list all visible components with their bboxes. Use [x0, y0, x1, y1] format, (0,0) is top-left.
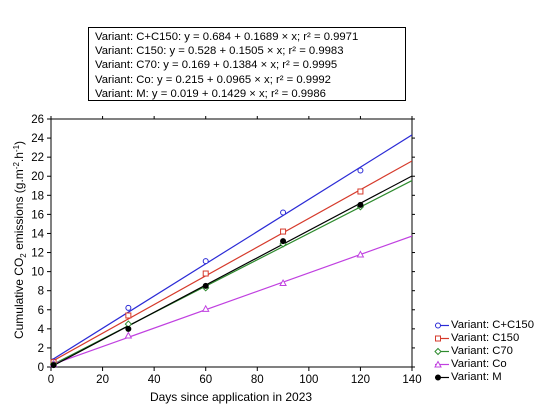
data-point	[357, 167, 364, 174]
data-point	[202, 282, 209, 289]
axes: 0 20 40 60 80 100 120 1400246810121416182022242…	[31, 114, 421, 386]
y-axis-label: Cumulative CO2 emissions (g.m-2.h-1)	[12, 141, 28, 339]
legend-label: Variant: M	[451, 371, 502, 383]
regression-line	[51, 235, 412, 366]
x-tick-label: 140	[402, 374, 421, 386]
y-tick-label: 2	[38, 343, 44, 355]
legend-marker	[435, 335, 441, 342]
legend-marker	[435, 374, 441, 381]
x-tick-label: 100	[299, 374, 318, 386]
y-tick-label: 6	[38, 305, 44, 317]
data-point	[124, 331, 133, 339]
equation-line: Variant: C+C150: y = 0.684 + 0.1689 × x;…	[95, 31, 359, 43]
data-point	[280, 228, 287, 235]
legend-label: Variant: C70	[451, 345, 513, 357]
y-tick-label: 8	[38, 286, 44, 298]
y-tick-label: 20	[31, 171, 44, 183]
x-tick-label: 60	[199, 374, 212, 386]
legend-marker	[434, 347, 442, 356]
data-point	[125, 304, 132, 311]
equation-line: Variant: M: y = 0.019 + 0.1429 × x; r² =…	[95, 87, 326, 100]
data-point	[357, 201, 364, 208]
y-axis-label-end: )	[12, 141, 26, 145]
y-tick-label: 12	[31, 248, 44, 260]
equation-box: Variant: C+C150: y = 0.684 + 0.1689 × x;…	[88, 27, 406, 101]
data-point	[279, 279, 287, 287]
y-axis-label-sub: 2	[19, 253, 28, 258]
y-tick-label: 26	[31, 114, 44, 126]
data-point	[125, 325, 132, 332]
data-point	[202, 270, 209, 277]
legend-label: Variant: Co	[451, 358, 507, 370]
legend-swatch	[435, 374, 449, 381]
y-tick-label: 0	[38, 362, 44, 374]
y-axis-label-main: Cumulative CO	[12, 258, 26, 339]
data-point	[357, 188, 364, 195]
data-point	[125, 312, 132, 319]
equation-line: Variant: C150: y = 0.528 + 0.1505 × x; r…	[95, 45, 344, 58]
legend-swatch	[434, 347, 449, 356]
regression-line	[51, 175, 412, 367]
regression-lines	[51, 134, 412, 367]
data-point	[280, 209, 287, 216]
y-tick-label: 10	[31, 267, 44, 279]
data-point	[202, 258, 209, 265]
y-tick-label: 18	[31, 190, 44, 202]
legend-swatch	[435, 322, 449, 329]
plot-frame	[50, 118, 413, 368]
y-tick-label: 22	[31, 152, 44, 164]
y-tick-label: 24	[31, 133, 44, 145]
x-tick-label: 120	[351, 374, 370, 386]
equation-line: Variant: C70: y = 0.169 + 0.1384 × x; r²…	[95, 59, 338, 72]
data-point	[201, 304, 210, 312]
x-tick-label: 40	[148, 374, 161, 386]
equation-line: Variant: Co: y = 0.215 + 0.0965 × x; r² …	[95, 73, 331, 86]
regression-line	[51, 160, 412, 363]
legend-swatch	[435, 335, 449, 342]
legend-swatch	[434, 360, 449, 368]
x-tick-label: 80	[251, 374, 264, 386]
legend-label: Variant: C+C150	[451, 319, 534, 331]
legend-marker	[434, 360, 442, 368]
y-tick-label: 14	[31, 228, 44, 240]
y-tick-label: 4	[38, 324, 45, 336]
data-point	[50, 362, 57, 369]
data-markers	[49, 167, 365, 369]
x-tick-label: 20	[96, 374, 109, 386]
data-point	[356, 250, 365, 258]
data-point	[280, 238, 287, 245]
legend-label: Variant: C150	[451, 332, 520, 344]
y-axis-label-sup2: -1	[12, 144, 21, 152]
x-axis-label: Days since application in 2023	[150, 390, 312, 404]
y-tick-label: 16	[31, 209, 44, 221]
y-axis-label-rest: emissions (g.m	[12, 169, 26, 253]
y-axis-label-mid: .h	[12, 152, 26, 162]
x-tick-label: 0	[48, 374, 54, 386]
y-axis-label-sup1: -2	[12, 162, 21, 170]
legend-marker	[435, 322, 441, 329]
regression-line	[51, 134, 412, 361]
